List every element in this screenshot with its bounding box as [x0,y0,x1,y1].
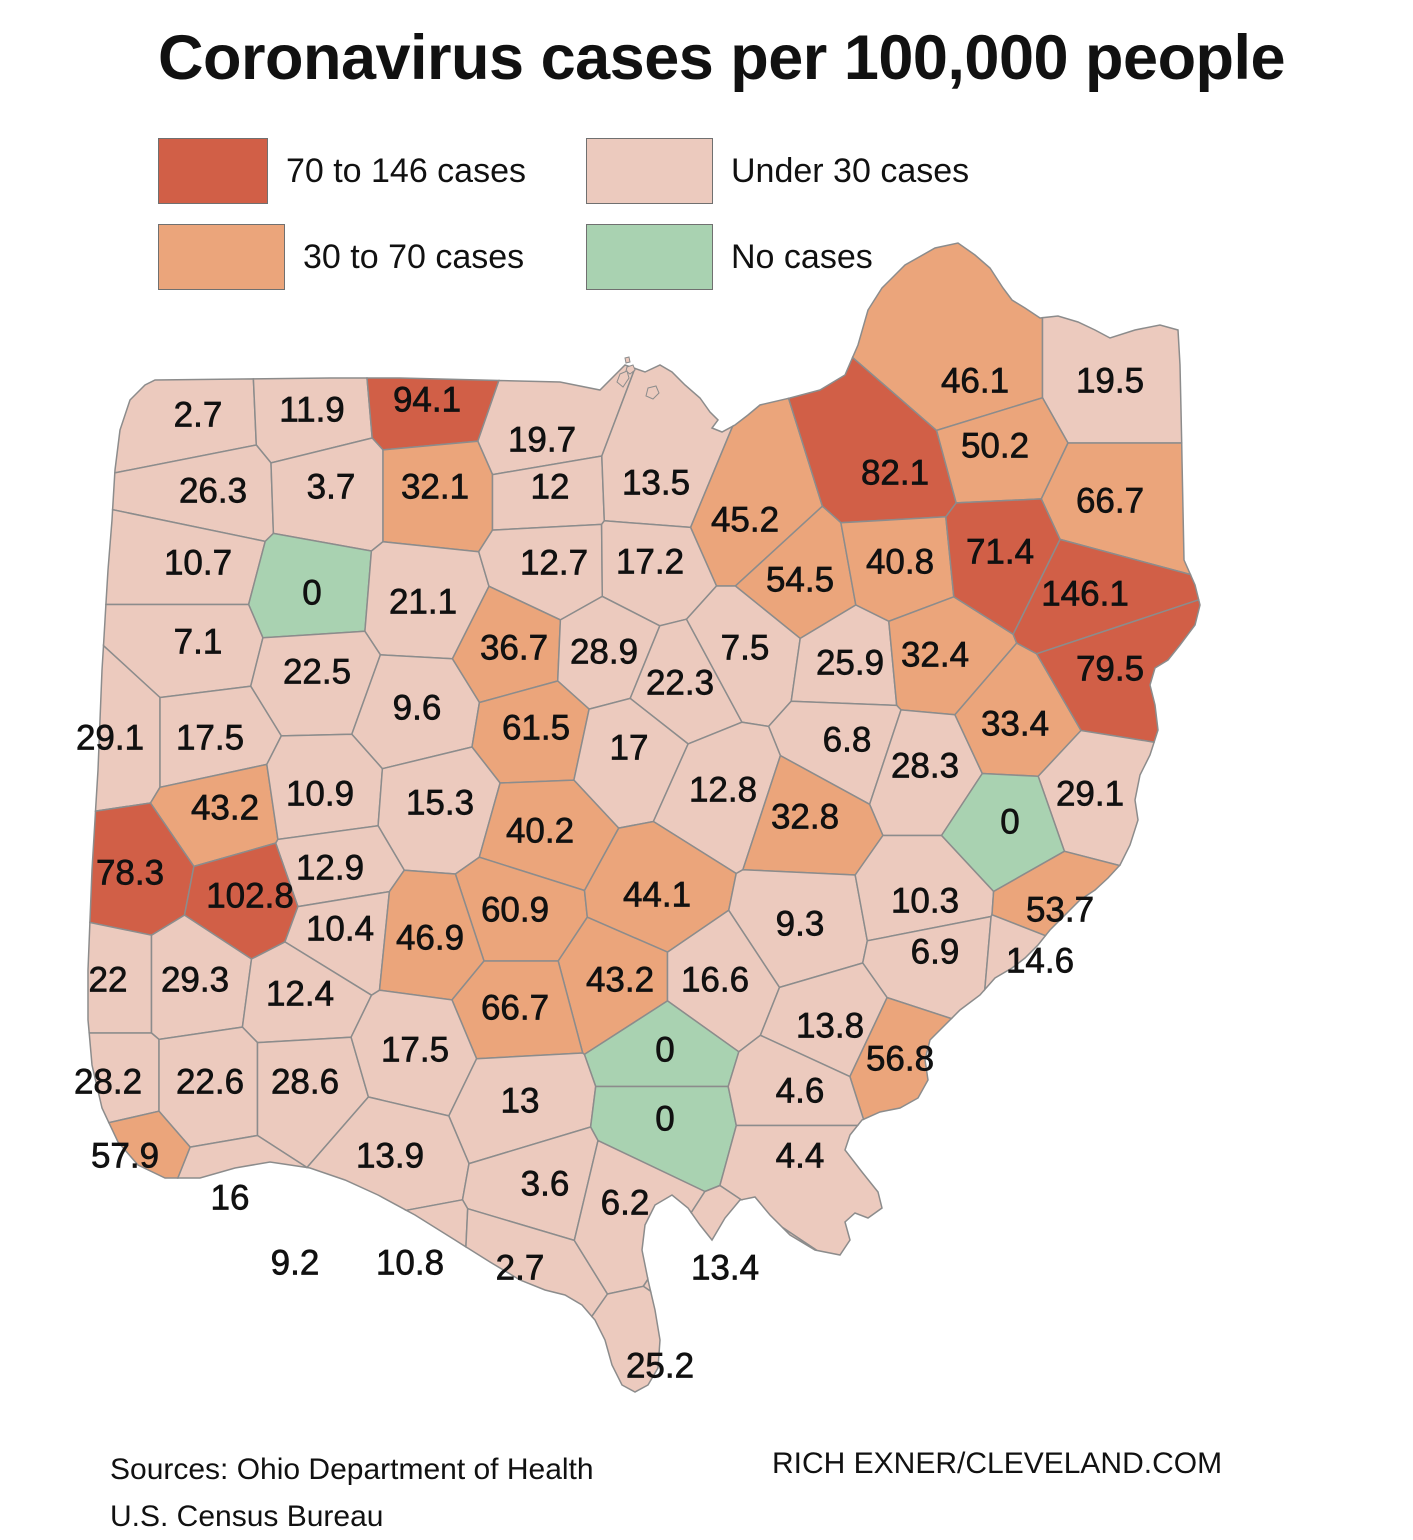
svg-text:17.5: 17.5 [381,1030,449,1069]
svg-text:4.6: 4.6 [776,1071,825,1110]
svg-text:17.5: 17.5 [176,718,244,757]
svg-text:13.5: 13.5 [622,463,690,502]
svg-text:53.7: 53.7 [1026,890,1094,929]
svg-text:79.5: 79.5 [1076,649,1144,688]
svg-text:12.9: 12.9 [296,848,364,887]
svg-text:12: 12 [531,467,570,506]
svg-text:0: 0 [655,1030,674,1069]
svg-text:11.9: 11.9 [279,390,345,429]
svg-text:28.9: 28.9 [570,632,638,671]
svg-text:56.8: 56.8 [866,1039,934,1078]
svg-text:29.1: 29.1 [76,718,144,757]
svg-text:66.7: 66.7 [481,988,549,1027]
svg-text:44.1: 44.1 [623,875,691,914]
svg-text:4.4: 4.4 [776,1136,825,1175]
svg-text:16: 16 [211,1178,250,1217]
svg-text:10.4: 10.4 [306,909,374,948]
svg-text:3.6: 3.6 [521,1164,570,1203]
svg-text:12.7: 12.7 [520,543,588,582]
svg-text:6.8: 6.8 [823,720,872,759]
svg-text:12.8: 12.8 [689,770,757,809]
svg-text:25.9: 25.9 [816,643,884,682]
svg-text:16.6: 16.6 [681,960,749,999]
svg-text:46.1: 46.1 [941,361,1009,400]
svg-text:60.9: 60.9 [481,890,549,929]
svg-text:7.1: 7.1 [174,622,223,661]
svg-text:3.7: 3.7 [307,467,356,506]
svg-text:36.7: 36.7 [480,628,548,667]
svg-text:33.4: 33.4 [981,704,1049,743]
svg-text:43.2: 43.2 [191,788,259,827]
svg-text:71.4: 71.4 [966,532,1034,571]
svg-text:22.6: 22.6 [176,1062,244,1101]
svg-text:40.2: 40.2 [506,811,574,850]
svg-text:29.3: 29.3 [161,960,229,999]
svg-text:45.2: 45.2 [711,500,779,539]
svg-text:0: 0 [302,573,321,612]
svg-text:12.4: 12.4 [266,974,334,1013]
svg-text:102.8: 102.8 [206,876,294,915]
svg-text:6.2: 6.2 [601,1183,650,1222]
svg-text:43.2: 43.2 [586,960,654,999]
svg-text:46.9: 46.9 [396,918,464,957]
svg-text:6.9: 6.9 [911,932,960,971]
svg-text:146.1: 146.1 [1041,574,1129,613]
svg-text:28.6: 28.6 [271,1062,339,1101]
svg-text:13: 13 [501,1081,540,1120]
svg-text:10.7: 10.7 [164,543,232,582]
svg-text:19.7: 19.7 [508,420,576,459]
svg-text:10.3: 10.3 [891,881,959,920]
svg-text:22.5: 22.5 [283,652,351,691]
svg-text:78.3: 78.3 [96,853,164,892]
svg-text:9.3: 9.3 [776,904,825,943]
svg-text:7.5: 7.5 [721,628,770,667]
svg-text:66.7: 66.7 [1076,481,1144,520]
svg-text:28.3: 28.3 [891,746,959,785]
svg-text:50.2: 50.2 [961,426,1029,465]
svg-text:19.5: 19.5 [1076,361,1144,400]
svg-text:14.6: 14.6 [1006,941,1074,980]
svg-text:32.4: 32.4 [901,635,969,674]
svg-text:54.5: 54.5 [766,560,834,599]
svg-text:2.7: 2.7 [496,1248,545,1287]
svg-text:0: 0 [1000,802,1019,841]
svg-text:82.1: 82.1 [861,453,929,492]
svg-text:9.6: 9.6 [393,688,442,727]
svg-text:25.2: 25.2 [626,1346,694,1385]
svg-text:26.3: 26.3 [179,471,247,510]
svg-text:9.2: 9.2 [271,1243,320,1282]
svg-text:28.2: 28.2 [74,1062,142,1101]
svg-text:15.3: 15.3 [406,783,474,822]
svg-text:2.7: 2.7 [174,395,223,434]
svg-text:22.3: 22.3 [646,663,714,702]
svg-text:13.4: 13.4 [691,1248,759,1287]
svg-text:17: 17 [610,728,649,767]
svg-text:13.9: 13.9 [356,1136,424,1175]
svg-text:22: 22 [89,960,128,999]
svg-text:10.8: 10.8 [376,1243,444,1282]
svg-text:21.1: 21.1 [389,582,457,621]
svg-text:32.1: 32.1 [401,467,469,506]
svg-text:61.5: 61.5 [502,708,570,747]
svg-text:17.2: 17.2 [616,542,684,581]
svg-text:0: 0 [655,1099,674,1138]
svg-text:32.8: 32.8 [771,797,839,836]
svg-text:94.1: 94.1 [393,380,461,419]
svg-text:57.9: 57.9 [91,1136,159,1175]
svg-text:29.1: 29.1 [1056,774,1124,813]
svg-text:10.9: 10.9 [286,774,354,813]
svg-text:40.8: 40.8 [866,542,934,581]
svg-text:13.8: 13.8 [796,1006,864,1045]
